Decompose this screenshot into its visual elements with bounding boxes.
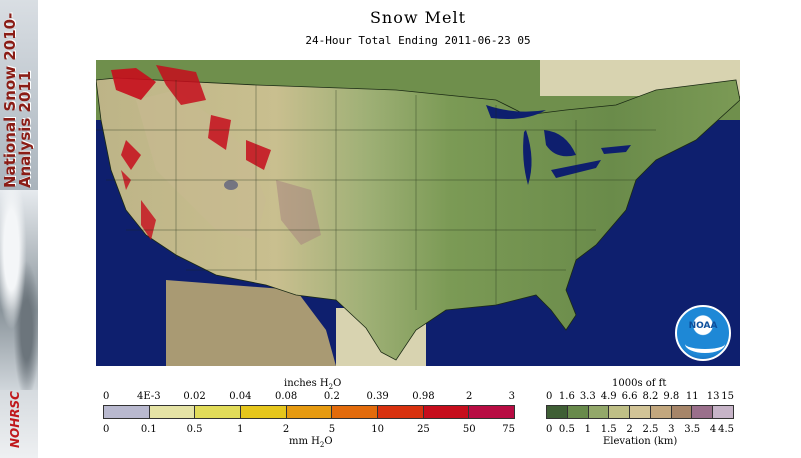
elevation-ft-tick-label: 4.9 [600,391,617,402]
state-boundaries [96,80,656,310]
melt-swatch [378,406,424,418]
melt-swatch [149,406,196,418]
melt-swatch [423,406,470,418]
elevation-colorbar [546,405,734,419]
elevation-ft-tick-label: 9.8 [663,391,680,402]
elevation-km-tick-label: 4.5 [718,424,734,435]
elevation-km-tick-label: 2 [626,424,633,435]
elevation-swatch [692,406,714,418]
elevation-swatch [547,406,568,418]
lake-ontario [601,145,631,154]
lake-michigan [523,130,532,185]
lake-superior [486,105,546,119]
melt-swatch [286,406,333,418]
map-canvas [96,60,740,366]
melt-inch-tick-label: 0.08 [274,391,298,402]
noaa-logo-text: NOAA [688,321,718,331]
melt-inch-tick-label: 4E-3 [136,391,161,402]
melt-mm-tick-label: 0.5 [186,424,203,435]
melt-mm-tick-label: 25 [417,424,430,435]
elevation-ft-tick-label: 6.6 [621,391,638,402]
elevation-ft-tick-label: 8.2 [642,391,659,402]
melt-swatch [104,406,150,418]
melt-mm-tick-label: 0 [103,424,110,435]
snow-melt-areas [111,65,271,240]
elevation-swatch [630,406,651,418]
colorado-rockies [276,180,321,245]
elevation-ft-tick-label: 13 [706,391,720,402]
banner-line-2: Analysis 2011 [16,70,34,188]
melt-inch-tick-label: 3 [508,391,515,402]
elevation-swatch [713,406,734,418]
banner-title: National Snow 2010- Analysis 2011 [1,0,34,188]
elevation-km-tick-label: 2.5 [642,424,659,435]
melt-swatch [241,406,287,418]
elevation-km-tick-label: 1.5 [600,424,617,435]
elevation-swatch [609,406,631,418]
noaa-logo: NOAA [675,305,731,361]
melt-inch-tick-label: 0.02 [183,391,206,402]
melt-mm-tick-label: 0.1 [140,424,157,435]
elevation-km-tick-label: 3.5 [684,424,701,435]
melt-colorbar [103,405,515,419]
noaa-gull-icon [685,335,725,353]
melt-mm-tick-label: 1 [237,424,244,435]
elevation-legend-bottom-unit: Elevation (km) [603,436,678,447]
elevation-km-tick-label: 1 [584,424,591,435]
elevation-ft-tick-label: 1.6 [558,391,575,402]
elevation-legend-top-unit: 1000s of ft [612,378,667,389]
banner-photo [0,190,38,390]
map-subtitle: 24-Hour Total Ending 2011-06-23 05 [305,34,531,47]
melt-legend-bottom-unit: mm H2O [289,436,333,449]
elevation-ft-tick-label: 11 [685,391,699,402]
elevation-ft-tick-label: 3.3 [579,391,596,402]
elevation-km-tick-label: 3 [668,424,675,435]
melt-inch-tick-label: 2 [466,391,473,402]
melt-inch-tick-label: 0.04 [229,391,252,402]
melt-swatch [469,406,515,418]
lake-huron [544,130,576,157]
melt-mm-tick-label: 50 [462,424,476,435]
melt-inch-tick-label: 0.39 [366,391,389,402]
melt-swatch [332,406,379,418]
melt-legend-top-unit: inches H2O [284,378,342,391]
melt-mm-tick-label: 75 [502,424,515,435]
elevation-km-tick-label: 0 [546,424,553,435]
elevation-swatch [671,406,693,418]
melt-inch-tick-label: 0.2 [323,391,340,402]
melt-mm-tick-label: 2 [282,424,290,435]
nsa-banner: National Snow 2010- Analysis 2011 NOHRSC [0,0,38,458]
melt-mm-tick-label: 10 [371,424,385,435]
mexico-land [166,280,336,366]
melt-mm-tick-label: 5 [328,424,336,435]
snow-melt-map[interactable] [96,60,740,366]
elevation-ft-tick-label: 15 [721,391,734,402]
melt-inch-tick-label: 0.98 [412,391,435,402]
map-title: Snow Melt [369,8,467,27]
elevation-km-tick-label: 0.5 [558,424,575,435]
rocky-mountains [136,90,266,240]
elevation-swatch [650,406,672,418]
melt-inch-tick-label: 0 [103,391,110,402]
nohrsc-logo: NOHRSC [8,391,22,448]
melt-swatch [195,406,242,418]
elevation-ft-tick-label: 0 [546,391,553,402]
elevation-km-tick-label: 4 [709,424,717,435]
elevation-swatch [588,406,610,418]
elevation-swatch [567,406,589,418]
